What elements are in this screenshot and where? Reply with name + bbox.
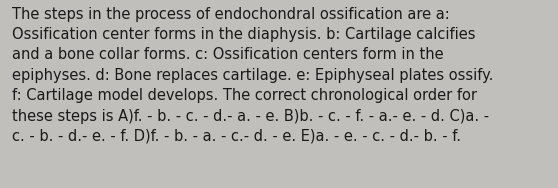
Text: The steps in the process of endochondral ossification are a:
Ossification center: The steps in the process of endochondral… [12,7,494,144]
